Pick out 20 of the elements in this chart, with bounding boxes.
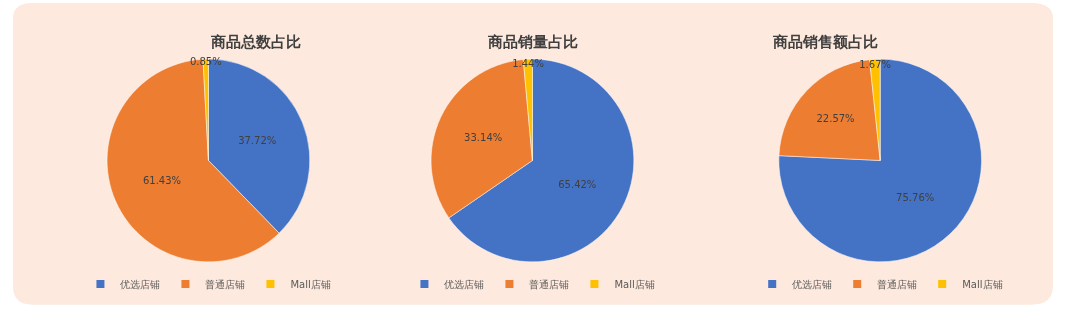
data-label: 75.76% xyxy=(896,191,935,203)
data-label: 61.43% xyxy=(142,175,182,187)
legend-label: Mall店铺 xyxy=(962,278,1003,290)
data-label: 33.14% xyxy=(464,131,503,143)
data-label: 37.72% xyxy=(238,135,277,147)
data-label: 22.57% xyxy=(816,112,855,124)
legend-label: 普通店铺 xyxy=(529,278,570,290)
chart-title: 商品销量占比 xyxy=(487,33,578,51)
legend-label: 优选店铺 xyxy=(444,278,485,290)
legend-label: 优选店铺 xyxy=(792,278,833,290)
legend-label: 普通店铺 xyxy=(205,278,246,290)
legend-label: Mall店铺 xyxy=(614,278,655,290)
chart-title: 商品总数占比 xyxy=(210,33,301,51)
legend-label: Mall店铺 xyxy=(290,278,331,290)
pie-slice xyxy=(778,58,982,262)
chart-title: 商品销售额占比 xyxy=(772,33,878,51)
data-label: 0.85% xyxy=(189,56,222,68)
data-label: 65.42% xyxy=(558,178,597,190)
legend-label: 优选店铺 xyxy=(120,278,161,290)
legend-label: 普通店铺 xyxy=(877,278,918,290)
